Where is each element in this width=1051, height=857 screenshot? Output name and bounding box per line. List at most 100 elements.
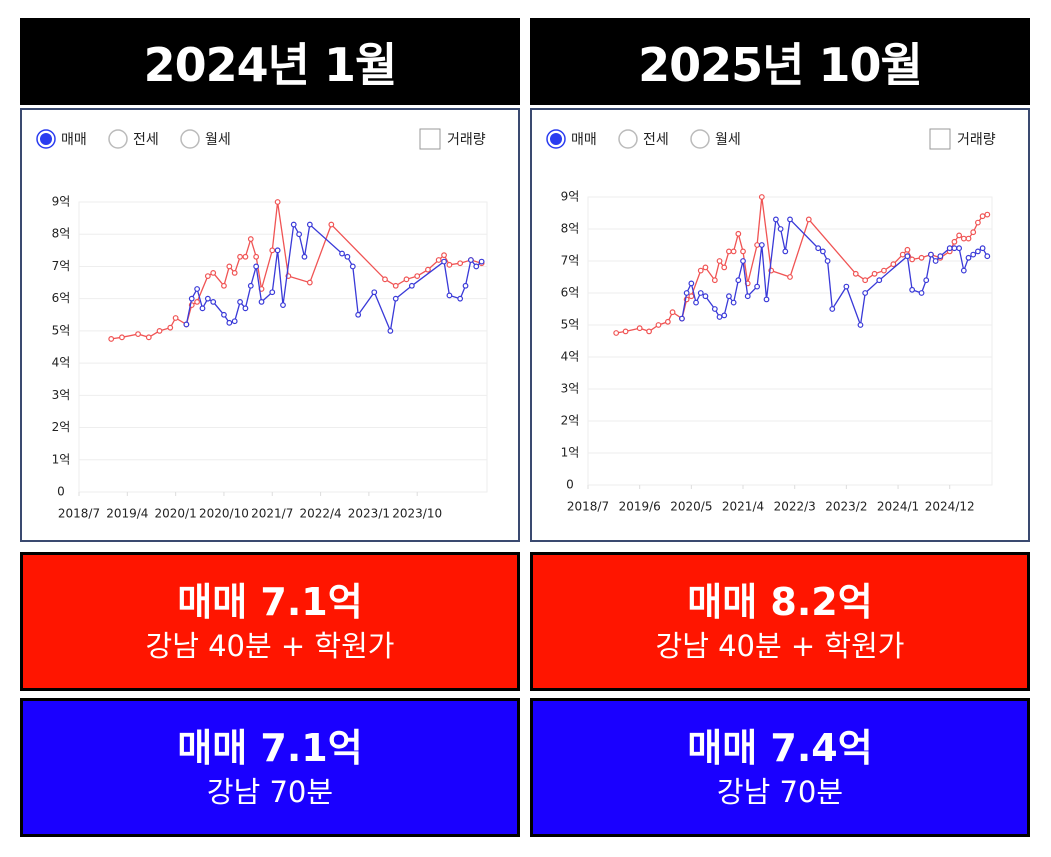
- data-point: [787, 274, 793, 280]
- y-tick-label: 2억: [561, 414, 580, 428]
- data-point: [928, 251, 934, 258]
- data-point: [344, 253, 351, 260]
- radio[interactable]: [108, 129, 128, 149]
- data-point: [876, 277, 883, 284]
- x-tick-label: 2023/1: [348, 507, 390, 521]
- data-point: [829, 306, 836, 312]
- info-title: 매매 8.2억: [687, 579, 873, 624]
- data-point: [622, 328, 629, 335]
- panel: 2025년 10월 매매 전세 월세 거래량 0 1억 2억 3억 4억 5억 6억 7억 8억 9억 20…: [530, 0, 1030, 857]
- data-point: [960, 267, 967, 274]
- data-point: [758, 194, 765, 200]
- data-point: [145, 334, 152, 341]
- info-box: 매매 7.1억 강남 70분: [20, 698, 520, 837]
- data-point: [172, 315, 179, 321]
- data-point: [194, 298, 201, 305]
- info-box: 매매 7.1억 강남 40분 + 학원가: [20, 552, 520, 691]
- data-point: [269, 289, 276, 296]
- data-point: [237, 253, 243, 260]
- data-point: [457, 260, 464, 267]
- data-point: [646, 328, 652, 335]
- data-point: [274, 247, 281, 254]
- data-point: [782, 248, 789, 255]
- plot-area: [78, 201, 488, 493]
- data-point: [890, 261, 897, 268]
- data-point: [441, 258, 447, 265]
- y-tick-label: 1억: [561, 446, 580, 460]
- data-point: [231, 269, 238, 276]
- y-tick-label: 2억: [52, 420, 71, 434]
- x-tick-label: 2018/7: [567, 500, 609, 514]
- data-point: [862, 277, 869, 284]
- x-tick-label: 2020/10: [199, 507, 249, 521]
- data-point: [478, 258, 485, 265]
- data-point: [296, 231, 303, 238]
- data-point: [210, 298, 217, 305]
- data-point: [441, 252, 447, 259]
- data-point: [805, 216, 812, 223]
- data-point: [188, 295, 195, 302]
- data-point: [899, 251, 906, 258]
- data-point: [387, 327, 394, 334]
- data-point: [664, 318, 671, 325]
- data-point: [697, 290, 704, 296]
- info-subtitle: 강남 70분: [206, 774, 334, 809]
- data-point: [843, 283, 850, 290]
- y-tick-label: 4억: [52, 356, 71, 370]
- data-point: [773, 216, 779, 223]
- panel: 2024년 1월 매매 전세 월세 거래량 0 1억 2억 3억 4억 5억 6억 7억 8억 9억 201…: [20, 0, 520, 857]
- data-point: [408, 282, 415, 289]
- data-point: [446, 292, 453, 299]
- data-point: [204, 273, 211, 280]
- x-tick-label: 2021/7: [251, 507, 293, 521]
- x-tick-label: 2022/3: [774, 500, 816, 514]
- checkbox[interactable]: [929, 128, 951, 150]
- data-point: [857, 322, 864, 328]
- radio-label: 전세: [133, 132, 159, 148]
- data-point: [951, 245, 958, 252]
- data-point: [726, 248, 732, 255]
- data-point: [965, 235, 972, 242]
- y-tick-label: 0: [57, 485, 65, 499]
- checkbox[interactable]: [419, 128, 441, 150]
- data-point: [119, 334, 125, 341]
- radio[interactable]: [690, 129, 710, 149]
- y-tick-label: 8억: [52, 227, 71, 241]
- data-point: [946, 245, 953, 252]
- radio-label: 매매: [61, 132, 87, 148]
- data-point: [231, 318, 238, 325]
- y-tick-label: 0: [566, 478, 574, 492]
- data-point: [636, 325, 643, 332]
- data-point: [199, 305, 206, 312]
- data-point: [167, 324, 174, 331]
- data-point: [904, 246, 911, 253]
- chart: 매매 전세 월세 거래량 0 1억 2억 3억 4억 5억 6억 7억 8억 9억 2018/7 2019/4…: [36, 128, 488, 521]
- x-tick-label: 2020/1: [155, 507, 197, 521]
- data-point: [135, 331, 141, 338]
- data-point: [740, 248, 746, 255]
- data-point: [328, 221, 335, 228]
- x-tick-label: 2022/4: [299, 507, 341, 521]
- x-tick-label: 2019/6: [619, 500, 661, 514]
- radio[interactable]: [618, 129, 638, 149]
- data-point: [904, 253, 911, 260]
- x-tick-label: 2024/1: [877, 500, 919, 514]
- data-point: [758, 242, 765, 248]
- data-point: [984, 253, 991, 260]
- radio[interactable]: [180, 129, 200, 149]
- data-point: [956, 232, 963, 239]
- data-point: [965, 254, 972, 261]
- data-point: [871, 270, 878, 277]
- y-tick-label: 6억: [561, 286, 580, 300]
- data-point: [979, 213, 986, 220]
- info-subtitle: 강남 40분 + 학원가: [655, 628, 905, 663]
- data-point: [975, 248, 981, 255]
- data-point: [253, 263, 260, 270]
- chart: 매매 전세 월세 거래량 0 1억 2억 3억 4억 5억 6억 7억 8억 9억 2018/7 2019/6…: [546, 128, 996, 514]
- data-point: [280, 302, 286, 309]
- data-point: [688, 293, 695, 300]
- x-tick-label: 2023/10: [392, 507, 442, 521]
- radio-label: 전세: [643, 132, 669, 148]
- data-point: [956, 245, 963, 252]
- x-tick-label: 2024/12: [925, 500, 975, 514]
